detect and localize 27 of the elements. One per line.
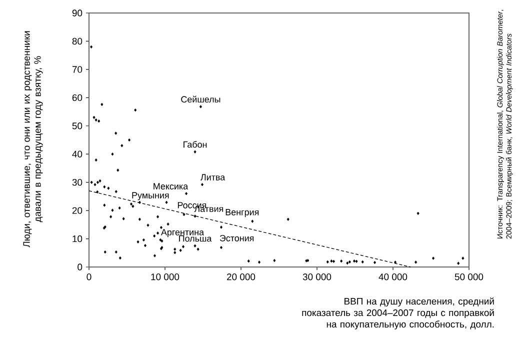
annotation: Аргентина — [160, 229, 204, 238]
y-tick-label: 20 — [72, 207, 82, 214]
annotation: Сейшелы — [181, 96, 220, 103]
annotation: Литва — [200, 174, 226, 180]
y-tick-label: 0 — [78, 264, 82, 270]
y-tick-label: 10 — [72, 235, 82, 242]
y-tick-label: 40 — [72, 150, 82, 158]
annotation: Габон — [184, 141, 207, 148]
y-tick-label: 60 — [72, 94, 82, 102]
x-tick-label: 50 000 — [454, 274, 484, 280]
annotation: Эстония — [220, 234, 254, 242]
y-tick-label: 70 — [72, 66, 82, 73]
annotation: Мексика — [154, 183, 188, 190]
y-tick-label: 50 — [72, 122, 82, 130]
x-tick-label: 0 — [86, 274, 92, 280]
x-tick-label: 20 000 — [226, 274, 256, 280]
y-axis-title: Люди, ответившие, что они или их родственники давали в предыдущем году взятку, % — [23, 31, 43, 248]
x-tick-label: 10 000 — [151, 274, 180, 280]
annotation: Венгрия — [226, 209, 259, 218]
y-tick-label: 30 — [72, 178, 82, 186]
y-tick-label: 90 — [72, 10, 82, 16]
annotation: Польша — [179, 235, 212, 242]
x-tick-label: 30 000 — [302, 274, 332, 280]
x-tick-label: 40 000 — [378, 274, 408, 280]
annotation: Румыния — [132, 192, 169, 200]
x-axis-title: ВВП на душу населения, средний показатель за 2004–2007 годы с поправкой на покупательную способность, долл. — [302, 298, 494, 330]
y-tick-label: 80 — [72, 38, 82, 45]
